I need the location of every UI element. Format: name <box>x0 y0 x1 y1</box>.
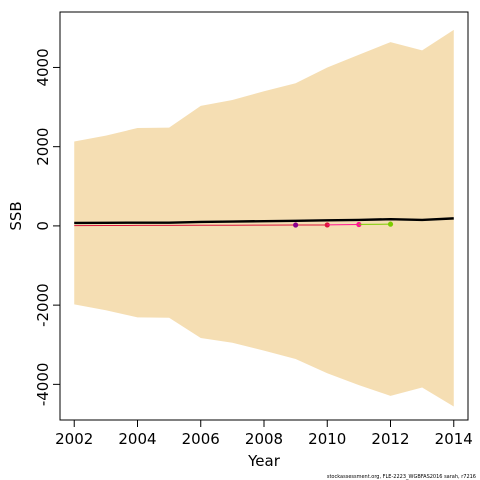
x-tick-label: 2014 <box>435 430 473 448</box>
series-point-2 <box>293 222 299 228</box>
confidence-band-layer <box>74 29 454 407</box>
y-tick-label: 2000 <box>34 128 52 166</box>
x-axis-title: Year <box>247 452 281 470</box>
x-tick-label: 2006 <box>182 430 220 448</box>
x-tick-label: 2012 <box>371 430 409 448</box>
footer-credit: stockassessment.org, FLE-2223_WGBFAS2016… <box>327 474 476 480</box>
y-axis-title: SSB <box>7 201 25 230</box>
x-tick-label: 2010 <box>308 430 346 448</box>
series-point-1 <box>324 222 330 228</box>
x-tick-label: 2004 <box>118 430 156 448</box>
x-axis: 2002 2004 2006 2008 2010 2012 2014 <box>55 419 473 448</box>
x-tick-label: 2008 <box>245 430 283 448</box>
y-tick-label: 0 <box>34 221 52 231</box>
series-point-4 <box>387 221 394 227</box>
y-tick-label: -2000 <box>34 283 52 327</box>
series-line-1 <box>74 224 328 227</box>
y-axis: -4000 -2000 0 2000 4000 <box>34 48 61 407</box>
series-line-0 <box>74 217 454 225</box>
confidence-band <box>74 29 454 407</box>
series-layer <box>74 217 454 228</box>
x-tick-label: 2002 <box>55 430 93 448</box>
y-tick-label: -4000 <box>34 363 52 407</box>
y-tick-label: 4000 <box>34 48 52 86</box>
series-point-3 <box>356 221 362 228</box>
